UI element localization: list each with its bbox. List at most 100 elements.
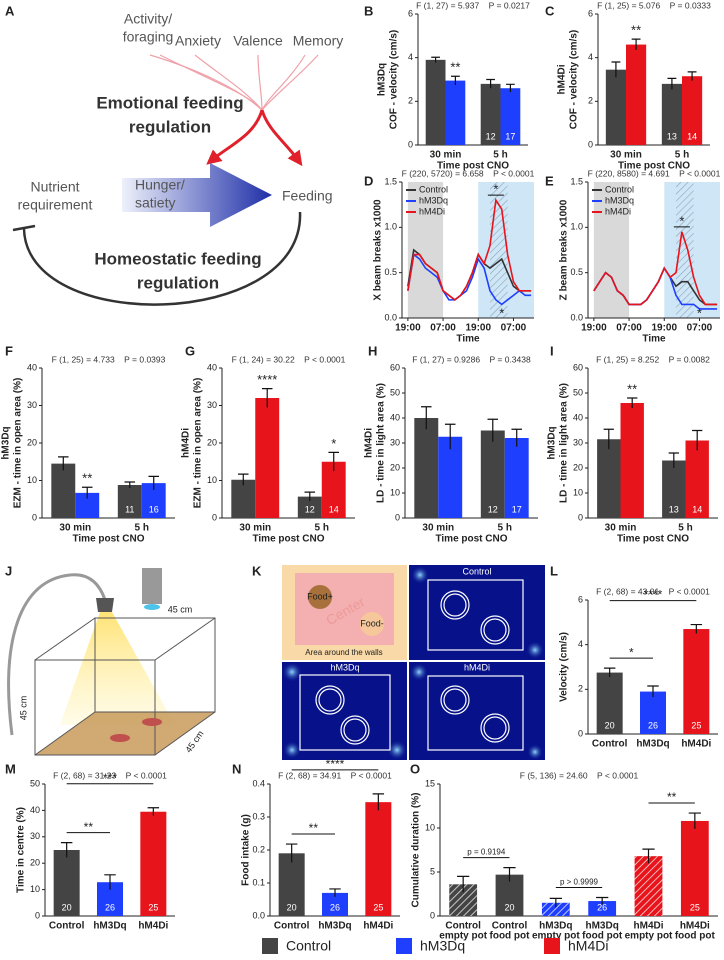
heading: Homeostatic feeding (94, 249, 261, 268)
zone-label: Food+ (307, 591, 333, 601)
error-bar (688, 812, 701, 829)
y-tick-label: 6 (408, 8, 413, 18)
x-tick-label: 5 h (135, 523, 149, 534)
error-bar (668, 452, 679, 468)
bar (683, 629, 710, 734)
y-label: Cumulative duration (%) (411, 792, 422, 907)
comparison-label: *** (103, 771, 117, 785)
bar (597, 439, 621, 518)
x-tick-label: hM3Dq (318, 921, 351, 932)
significance: * (499, 305, 504, 320)
x-tick-label: hM4Di (363, 921, 393, 932)
bar (425, 59, 446, 145)
error-bar (596, 896, 609, 905)
y-tick-label: 6 (588, 8, 593, 18)
x-tick-label: 30 min (610, 150, 642, 161)
x-tick-label: Control (492, 921, 528, 932)
bar (480, 83, 501, 145)
x-tick-label: 07:00 (430, 323, 456, 334)
label: requirement (18, 197, 93, 213)
error-bar (611, 61, 621, 78)
significance: * (493, 182, 498, 197)
error-bar (285, 843, 298, 863)
n-label: 12 (305, 504, 315, 514)
n-label: 14 (329, 504, 339, 514)
error-bar (421, 406, 432, 430)
driver: Valence (233, 33, 283, 49)
y-tick-label: 20 (573, 462, 583, 472)
y-tick-label: 4 (578, 639, 583, 649)
significance: ** (450, 60, 460, 75)
error-bar (603, 667, 616, 678)
x-tick-label: 19:00 (465, 323, 491, 334)
label: Nutrient (30, 179, 79, 195)
y-tick-label: 0 (35, 910, 40, 920)
y-label: Velocity (cm/s) (559, 632, 570, 702)
n-label: 26 (597, 902, 607, 912)
n-label: 16 (149, 504, 159, 514)
legend-label: hM3Dq (420, 938, 465, 954)
legend-label: hM4Di (605, 206, 631, 216)
error-bar (60, 842, 73, 858)
bar (140, 811, 167, 916)
error-bar (503, 867, 516, 882)
x-label: Time (456, 334, 480, 345)
y-label: Time in centre (%) (16, 807, 27, 893)
x-tick-label: 07:00 (616, 323, 642, 334)
y-tick-label: 30 (27, 400, 37, 410)
y-tick-label: 0 (578, 728, 583, 738)
stats: F (1, 25) = 4.733 P = 0.0393 (52, 354, 166, 364)
error-bar (147, 807, 160, 816)
x-label: Time post CNO (437, 161, 509, 172)
n-label: 20 (504, 902, 514, 912)
y-label-group: hM4Di (181, 428, 192, 458)
x-tick-label: 5 h (315, 523, 329, 534)
x-tick-label: empty pot (625, 931, 673, 942)
x-tick-label: empty pot (532, 931, 580, 942)
x-tick-label: 07:00 (501, 323, 527, 334)
bar (75, 492, 100, 518)
x-tick-label: hM3Dq (539, 921, 572, 932)
n-label: 13 (669, 504, 679, 514)
x-tick-label: 30 min (239, 523, 271, 534)
y-label: EZM - time in open area (%) (13, 378, 24, 509)
light-beam (60, 612, 175, 725)
y-tick-label: 0.0 (384, 312, 397, 322)
significance: * (697, 305, 702, 320)
x-tick-label: 5 h (498, 523, 512, 534)
error-bar (104, 874, 116, 890)
heading: regulation (129, 117, 211, 136)
legend-label: hM4Di (419, 206, 445, 216)
y-tick-label: 1.0 (570, 222, 583, 232)
y-label-group: hM4Di (364, 428, 375, 458)
y-tick-label: 0.5 (384, 267, 397, 277)
hatch (634, 856, 663, 916)
error-bar (444, 423, 456, 450)
error-bar (148, 475, 159, 490)
zone-label: Area around the walls (305, 648, 382, 657)
n-label: 26 (330, 902, 340, 912)
error-bar (647, 685, 659, 698)
y-tick-label: 0.5 (570, 267, 583, 277)
y-label: Z beam breaks x1000 (559, 199, 570, 300)
error-bar (261, 388, 273, 408)
bar (322, 892, 348, 916)
y-tick-label: 15 (425, 778, 435, 788)
n-label: 12 (486, 131, 496, 141)
x-tick-label: food pot (675, 931, 716, 942)
panel-a: A Activity/ foraging Anxiety Valence Mem… (5, 3, 343, 306)
panel-letter: C (545, 3, 555, 18)
error-bar (238, 473, 249, 486)
bar (231, 479, 256, 518)
y-label-group: hM3Dq (547, 426, 558, 459)
x-tick-label: hM4Di (138, 921, 168, 932)
x-tick-label: 19:00 (395, 323, 421, 334)
influence-fan (149, 54, 319, 111)
significance: * (679, 213, 684, 228)
y-tick-label: 40 (27, 362, 37, 372)
x-tick-label: hM4Di (681, 739, 711, 750)
label: Hunger/ (135, 177, 185, 193)
x-tick-label: hM3Dq (585, 921, 618, 932)
y-tick-label: 0.0 (252, 910, 265, 920)
